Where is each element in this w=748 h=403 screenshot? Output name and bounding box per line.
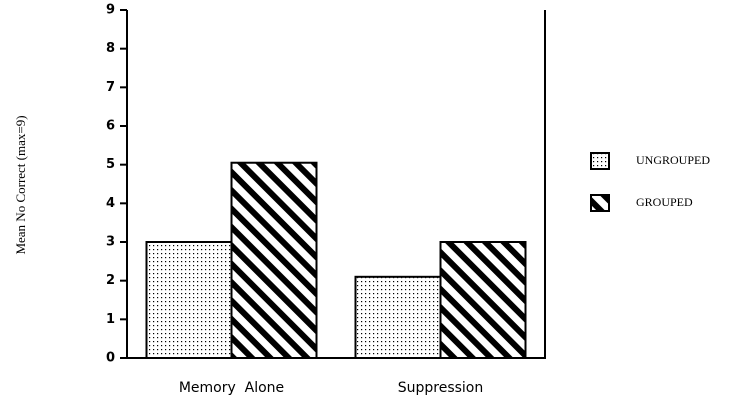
y-tick-label: 2 (106, 273, 115, 288)
y-tick-label: 0 (106, 351, 115, 366)
bar (439, 241, 527, 359)
y-tick-label: 3 (106, 235, 115, 250)
legend-label: UNGROUPED (636, 153, 710, 167)
legend-label: GROUPED (636, 195, 693, 209)
bar (145, 241, 233, 359)
y-axis-label: Mean No Correct (max=9) (13, 115, 28, 254)
x-tick-label: Suppression (398, 380, 484, 396)
legend-swatch (590, 152, 610, 170)
y-tick-label: 7 (106, 80, 115, 95)
bar (230, 161, 318, 359)
bar (354, 275, 442, 359)
x-tick-label: Memory Alone (179, 380, 284, 396)
axis-frame (126, 10, 546, 359)
y-tick-label: 6 (106, 119, 115, 134)
y-tick-label: 8 (106, 41, 115, 56)
y-tick-label: 4 (106, 196, 115, 211)
legend-swatch (590, 194, 610, 212)
y-tick-label: 5 (106, 157, 115, 172)
y-tick-label: 9 (106, 3, 115, 18)
y-tick-label: 1 (106, 312, 115, 327)
